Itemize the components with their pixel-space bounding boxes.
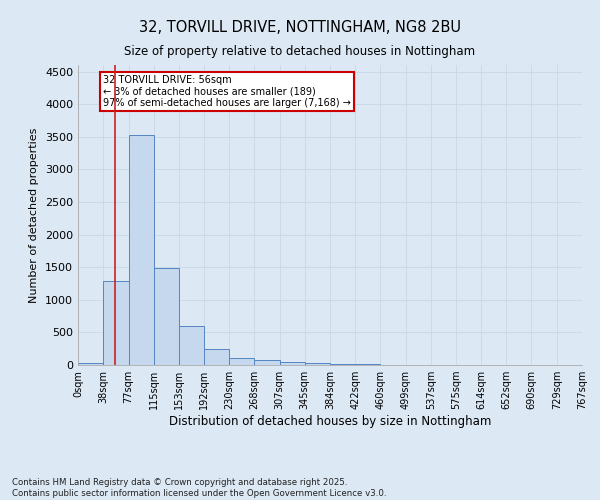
- Bar: [254, 360, 280, 365]
- Bar: [179, 326, 204, 365]
- Text: 32 TORVILL DRIVE: 56sqm
← 3% of detached houses are smaller (189)
97% of semi-de: 32 TORVILL DRIVE: 56sqm ← 3% of detached…: [103, 75, 351, 108]
- Text: Contains HM Land Registry data © Crown copyright and database right 2025.
Contai: Contains HM Land Registry data © Crown c…: [12, 478, 386, 498]
- Bar: [128, 135, 154, 365]
- Bar: [78, 363, 103, 365]
- Bar: [280, 362, 305, 365]
- Bar: [204, 348, 229, 365]
- Bar: [103, 281, 128, 365]
- Text: Size of property relative to detached houses in Nottingham: Size of property relative to detached ho…: [124, 45, 476, 58]
- X-axis label: Distribution of detached houses by size in Nottingham: Distribution of detached houses by size …: [169, 415, 491, 428]
- Bar: [154, 268, 179, 365]
- Bar: [355, 364, 380, 365]
- Bar: [229, 358, 254, 365]
- Bar: [305, 363, 331, 365]
- Bar: [331, 364, 355, 365]
- Y-axis label: Number of detached properties: Number of detached properties: [29, 128, 40, 302]
- Text: 32, TORVILL DRIVE, NOTTINGHAM, NG8 2BU: 32, TORVILL DRIVE, NOTTINGHAM, NG8 2BU: [139, 20, 461, 35]
